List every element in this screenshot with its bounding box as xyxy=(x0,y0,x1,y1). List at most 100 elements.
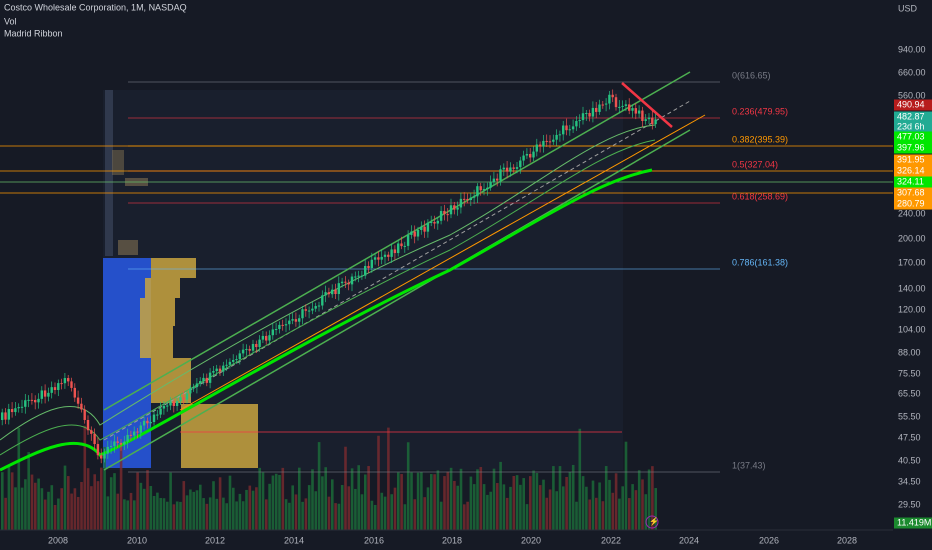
price-label: 660.00 xyxy=(898,67,926,77)
volume-bar xyxy=(565,476,568,530)
volume-bar xyxy=(453,480,456,530)
candle xyxy=(53,387,57,391)
candle xyxy=(83,409,86,420)
candle xyxy=(595,107,598,112)
volume-bar xyxy=(321,476,324,530)
volume-bar xyxy=(334,503,337,530)
volume-bar xyxy=(225,503,228,530)
candle xyxy=(571,126,575,130)
volume-bar xyxy=(208,497,212,530)
price-label: 65.50 xyxy=(898,388,921,398)
candle xyxy=(535,144,538,152)
candle xyxy=(185,393,189,400)
volume-bar xyxy=(611,492,615,530)
candle xyxy=(146,420,149,424)
volume-bar xyxy=(469,476,473,530)
volume-bar xyxy=(347,486,351,530)
volume-bar xyxy=(248,485,252,530)
candle xyxy=(512,167,515,169)
volume-bar xyxy=(281,467,285,530)
candle xyxy=(314,306,317,309)
candle xyxy=(182,397,185,400)
volume-bar xyxy=(156,492,159,530)
volume-bar xyxy=(24,479,27,530)
candle xyxy=(225,364,228,366)
volume-bar xyxy=(268,483,271,530)
candle xyxy=(456,207,459,210)
candle xyxy=(502,167,505,170)
volume-bar xyxy=(34,482,37,530)
volume-bar xyxy=(20,487,24,530)
candle xyxy=(179,397,182,402)
price-label: 75.50 xyxy=(898,368,921,378)
volume-bar xyxy=(499,461,502,530)
volume-bar xyxy=(535,472,539,530)
volume-bar xyxy=(301,501,304,530)
volume-bar xyxy=(436,470,440,530)
price-tag xyxy=(894,165,932,177)
candle xyxy=(40,390,43,399)
volume-bar xyxy=(172,504,176,530)
volume-bar xyxy=(57,498,60,530)
volume-bar xyxy=(80,481,83,530)
candle xyxy=(195,383,199,388)
candle xyxy=(525,154,529,156)
candle xyxy=(406,234,410,246)
candle xyxy=(278,324,281,330)
volume-bar xyxy=(420,472,423,530)
volume-bar xyxy=(159,498,162,530)
volume-bar xyxy=(311,469,314,530)
candle xyxy=(274,329,278,331)
volume-bar xyxy=(278,474,281,530)
volume-bar xyxy=(542,479,545,530)
price-label: 560.00 xyxy=(898,90,926,100)
candle xyxy=(505,167,509,172)
volume-bar xyxy=(621,486,624,530)
volume-bar xyxy=(522,478,525,530)
candle xyxy=(634,108,637,114)
volume-bar xyxy=(17,427,21,530)
volume-bar xyxy=(459,468,463,530)
time-label: 2024 xyxy=(679,535,699,545)
volume-bar xyxy=(439,501,443,530)
fib-label: 0.618(258.69) xyxy=(732,191,788,201)
candle xyxy=(288,320,291,325)
candle xyxy=(562,125,565,135)
volume-bar xyxy=(585,486,588,530)
price-tag-text: 307.68 xyxy=(897,187,925,197)
volume-bar xyxy=(502,484,506,530)
candle xyxy=(486,187,489,190)
volume-bar xyxy=(202,498,205,530)
candle xyxy=(57,383,60,391)
volume-bar xyxy=(456,485,459,530)
volume-bar xyxy=(149,486,153,530)
candle xyxy=(70,381,73,388)
volume-bar xyxy=(373,504,377,530)
volume-bar xyxy=(258,467,261,530)
candle xyxy=(159,408,162,415)
volume-bar xyxy=(146,470,149,530)
candle xyxy=(281,324,284,326)
volume-bar xyxy=(1,472,4,530)
candle xyxy=(169,401,172,406)
volume-bar xyxy=(651,466,654,530)
price-label: 120.00 xyxy=(898,304,926,314)
candle xyxy=(519,160,522,168)
candle xyxy=(265,335,268,341)
candle xyxy=(439,210,443,221)
candle xyxy=(542,140,545,147)
candle xyxy=(492,178,496,183)
volume-bar xyxy=(185,495,189,530)
volume-bar xyxy=(205,503,209,530)
candle xyxy=(383,254,387,257)
volume-bar xyxy=(357,465,360,530)
price-tag-text: 280.79 xyxy=(897,198,925,208)
volume-bar xyxy=(232,487,235,530)
volume-bar xyxy=(486,494,489,530)
volume-bar xyxy=(90,486,93,530)
volume-bar xyxy=(433,474,436,530)
volume-bar xyxy=(327,496,331,530)
event-icon xyxy=(645,515,659,529)
candle xyxy=(337,283,340,295)
price-tag-text: 391.95 xyxy=(897,154,925,164)
